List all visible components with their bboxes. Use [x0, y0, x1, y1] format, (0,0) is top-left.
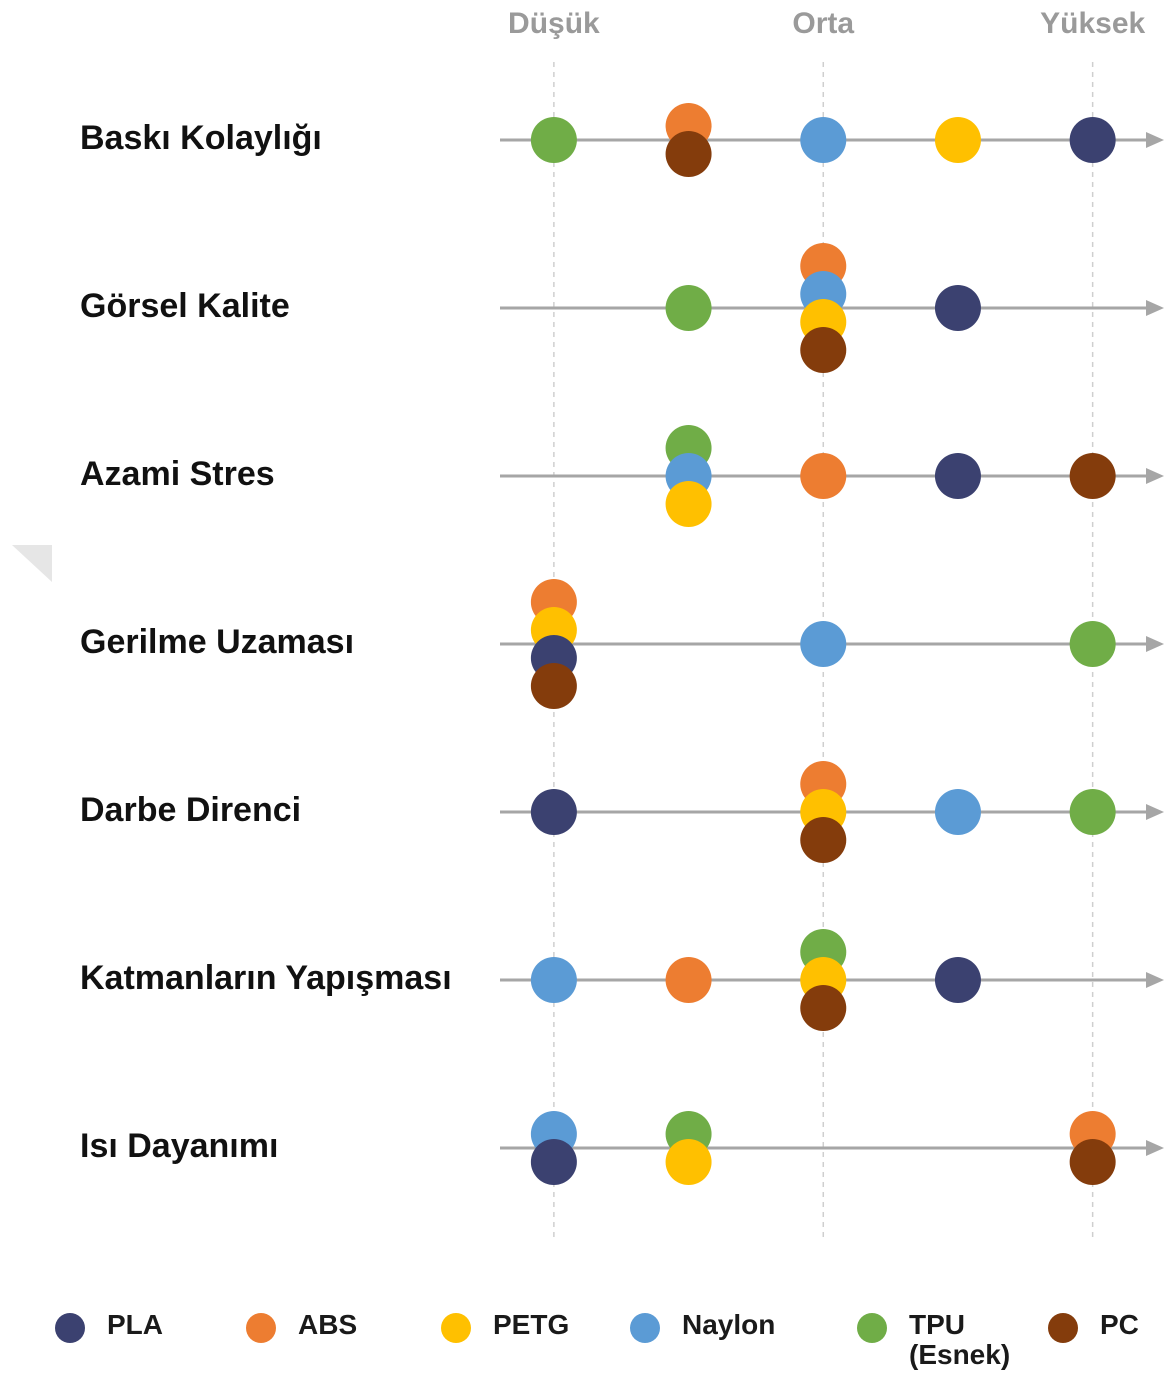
x-tick-label: Orta — [792, 7, 854, 40]
row-arrow — [1146, 804, 1164, 820]
row-arrow — [1146, 132, 1164, 148]
row-label: Isı Dayanımı — [80, 1127, 278, 1165]
dot — [800, 327, 847, 373]
dot — [800, 817, 847, 863]
dot — [934, 957, 981, 1003]
legend-swatch — [441, 1313, 471, 1343]
dot — [1069, 117, 1116, 163]
row-label: Baskı Kolaylığı — [80, 119, 322, 157]
dot — [665, 957, 712, 1003]
legend-swatch — [1048, 1313, 1078, 1343]
dot — [530, 957, 577, 1003]
legend-swatch — [630, 1313, 660, 1343]
row-label: Darbe Direnci — [80, 791, 301, 829]
row-arrow — [1146, 972, 1164, 988]
legend-label: PLA — [107, 1309, 163, 1340]
dot — [934, 453, 981, 499]
legend-item: Naylon — [630, 1310, 775, 1343]
dot — [665, 481, 712, 527]
row-label: Görsel Kalite — [80, 287, 290, 325]
dot — [934, 117, 981, 163]
legend-item: ABS — [246, 1310, 357, 1343]
legend-item: PLA — [55, 1310, 163, 1343]
legend-label: PETG — [493, 1309, 570, 1340]
legend-swatch — [857, 1313, 887, 1343]
dot — [665, 131, 712, 177]
dot — [665, 1139, 712, 1185]
legend-item: TPU (Esnek) — [857, 1310, 1029, 1370]
dot — [800, 117, 847, 163]
dot — [530, 663, 577, 709]
dot — [800, 985, 847, 1031]
legend-swatch — [246, 1313, 276, 1343]
x-tick-label: Düşük — [508, 7, 600, 40]
decoration — [12, 545, 52, 582]
row-label: Gerilme Uzaması — [80, 623, 354, 661]
legend-swatch — [55, 1313, 85, 1343]
legend-label: TPU (Esnek) — [909, 1309, 1011, 1370]
legend-item: PC — [1048, 1310, 1139, 1343]
dot — [1069, 621, 1116, 667]
row-arrow — [1146, 1140, 1164, 1156]
dot — [1069, 789, 1116, 835]
dot — [1069, 1139, 1116, 1185]
legend-label: Naylon — [682, 1309, 776, 1340]
legend-label: ABS — [298, 1309, 358, 1340]
dot — [800, 621, 847, 667]
dot — [530, 117, 577, 163]
row-label: Katmanların Yapışması — [80, 959, 452, 997]
dot — [1069, 453, 1116, 499]
row-arrow — [1146, 468, 1164, 484]
dot — [800, 453, 847, 499]
legend-label: PC — [1100, 1309, 1139, 1340]
legend-item: PETG — [441, 1310, 569, 1343]
row-label: Azami Stres — [80, 455, 275, 493]
x-tick-label: Yüksek — [1040, 7, 1145, 40]
dot — [934, 789, 981, 835]
chart: Düşük Orta Yüksek Baskı Kolaylığı Görsel Kal… — [12, 7, 1164, 1240]
row-arrow — [1146, 636, 1164, 652]
dot — [530, 1139, 577, 1185]
dot — [530, 789, 577, 835]
dot — [934, 285, 981, 331]
dot — [665, 285, 712, 331]
row-arrow — [1146, 300, 1164, 316]
